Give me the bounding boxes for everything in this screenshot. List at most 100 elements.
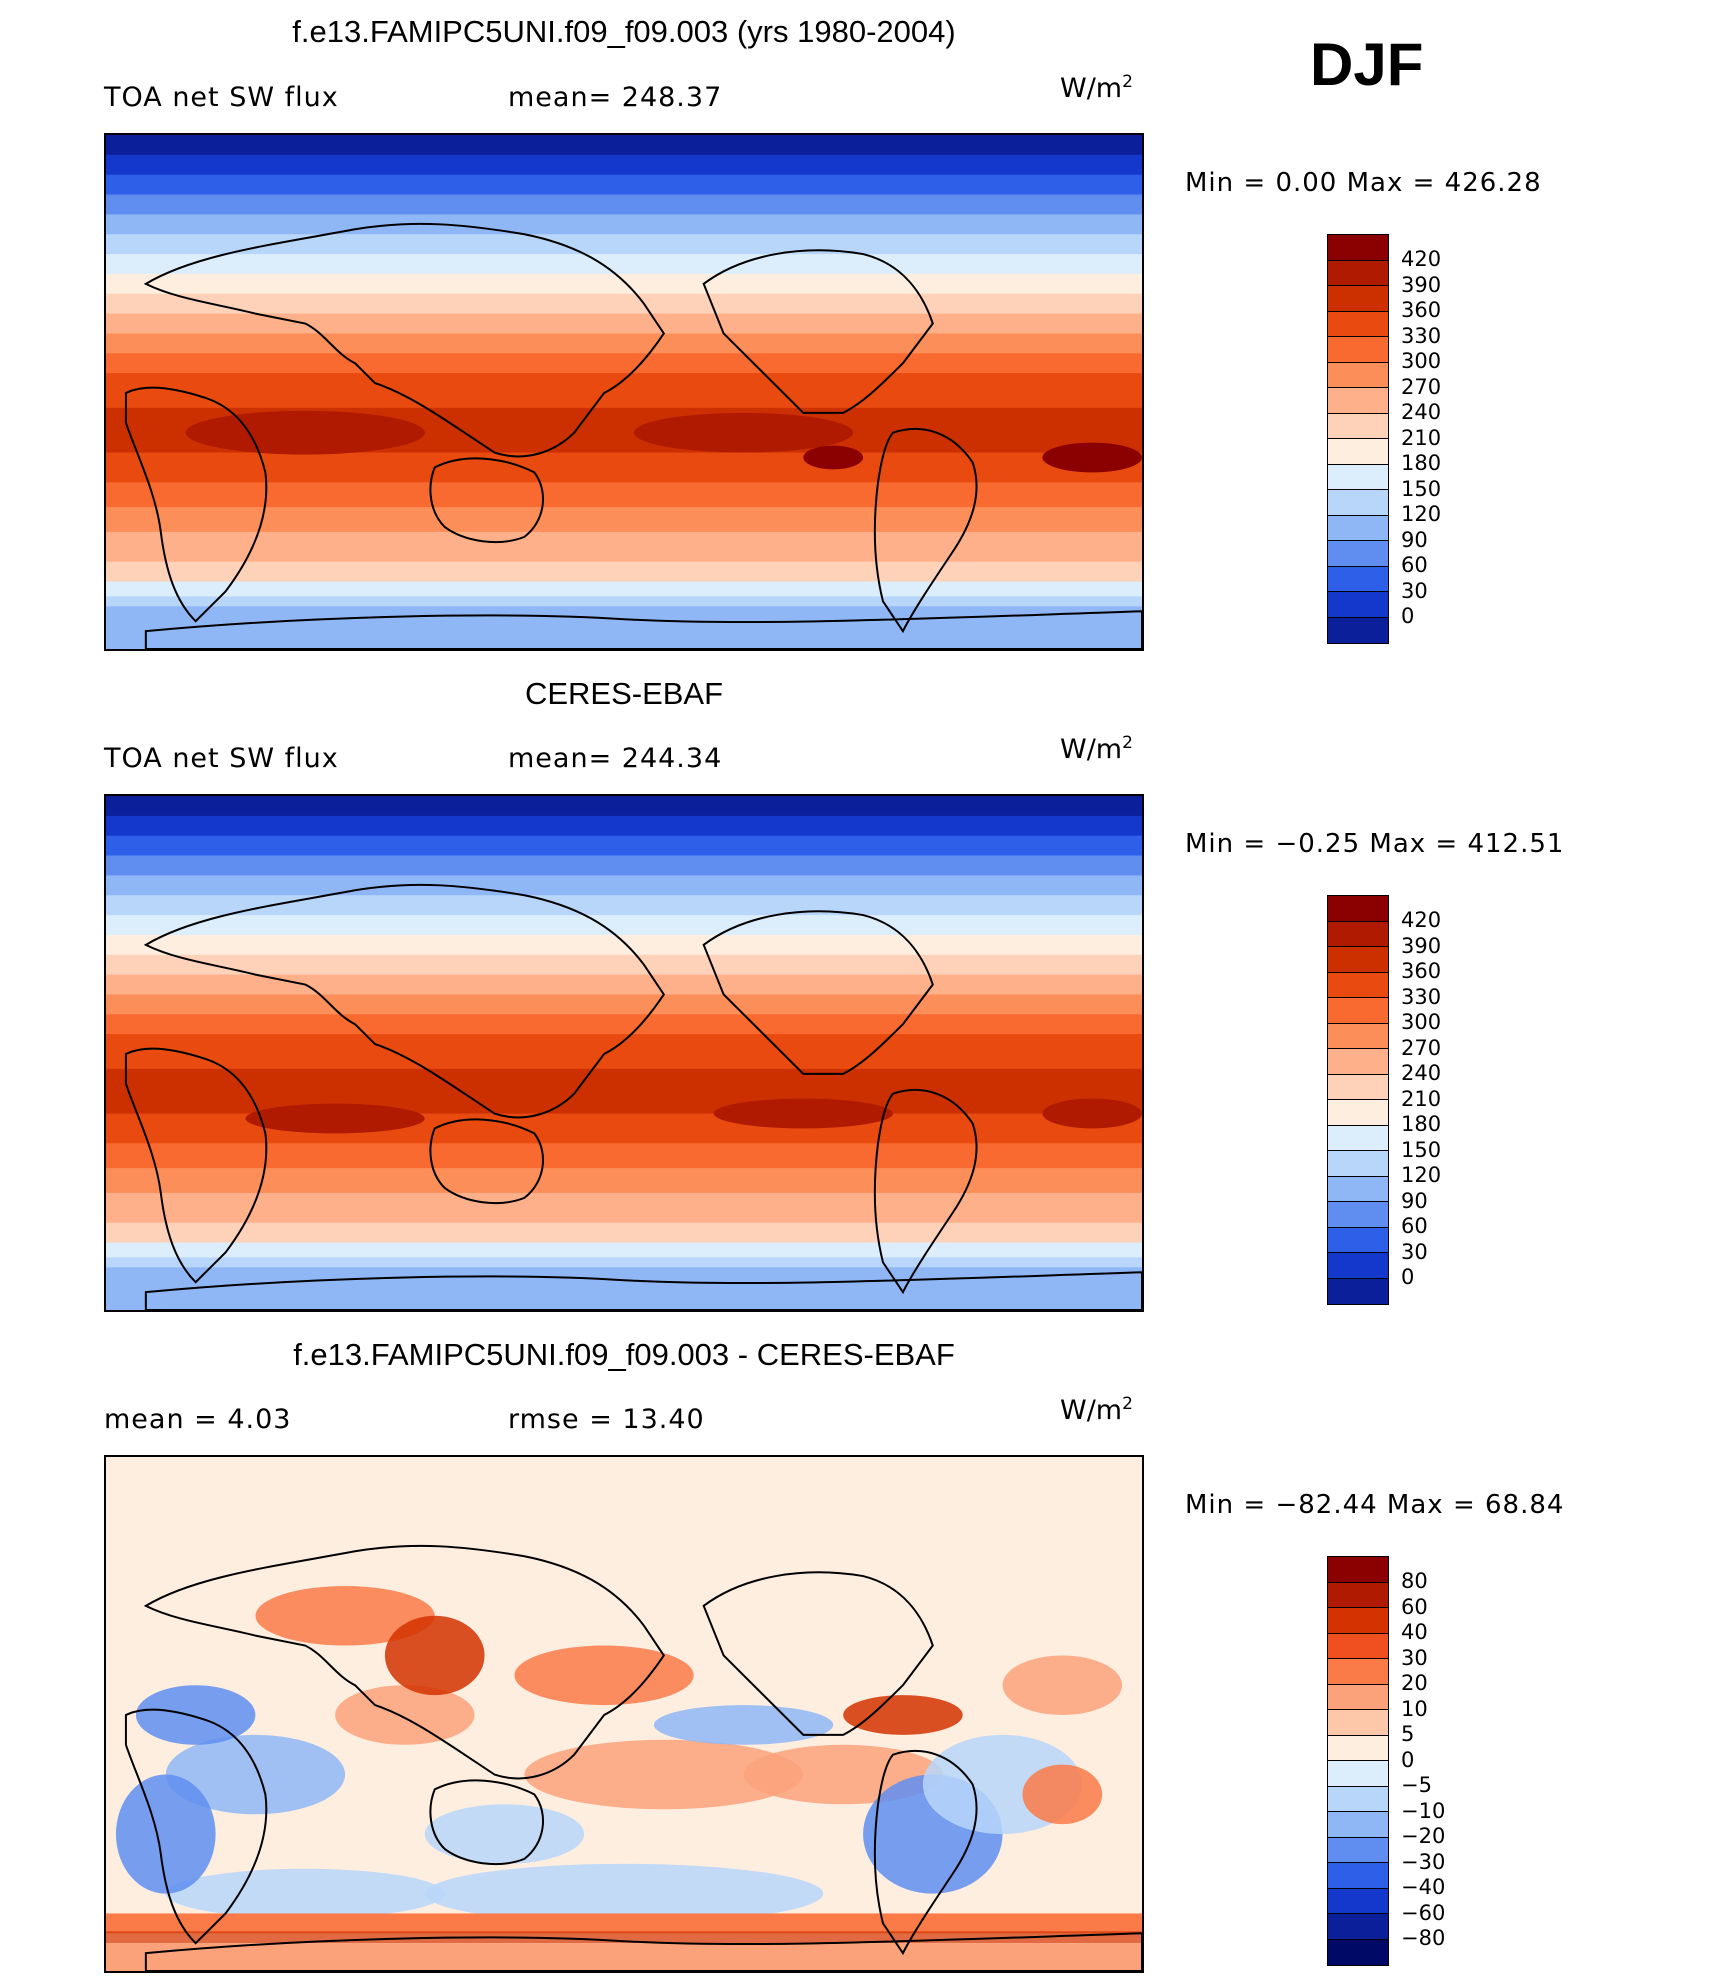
colorbar-swatch	[1328, 1125, 1388, 1151]
colorbar-label: −20	[1401, 1824, 1446, 1848]
panel-1-units: W/m2	[1060, 72, 1133, 104]
colorbar-label: 60	[1401, 1214, 1428, 1238]
colorbar-swatch	[1328, 1837, 1388, 1863]
panel-1-minmax: Min = 0.00 Max = 426.28	[1185, 168, 1542, 198]
colorbar-swatch	[1328, 1278, 1388, 1304]
colorbar-swatch	[1328, 541, 1388, 567]
colorbar-label: 30	[1401, 1239, 1428, 1264]
colorbar-swatch	[1328, 1684, 1388, 1710]
panel-2-mean: mean= 244.34	[508, 743, 723, 774]
panel-3-units: W/m2	[1060, 1394, 1133, 1426]
colorbar-swatch	[1328, 1939, 1388, 1965]
colorbar-swatch	[1328, 617, 1388, 643]
colorbar-swatch	[1328, 388, 1388, 414]
colorbar-label: 150	[1401, 476, 1442, 501]
colorbar-label: 40	[1401, 1620, 1428, 1644]
colorbar-label: 360	[1401, 959, 1442, 983]
colorbar-label: 270	[1401, 1035, 1442, 1060]
colorbar-label: 0	[1401, 1265, 1415, 1289]
colorbar-label: 0	[1401, 604, 1415, 628]
colorbar-swatch	[1328, 260, 1388, 286]
colorbar-swatch	[1328, 972, 1388, 998]
colorbar-swatch	[1328, 1582, 1388, 1608]
colorbar-swatch	[1328, 1151, 1388, 1177]
panel-2-variable-label: TOA net SW flux	[104, 743, 339, 774]
colorbar-label: 360	[1401, 298, 1442, 322]
colorbar-swatch	[1328, 1888, 1388, 1914]
colorbar-swatch	[1328, 947, 1388, 973]
colorbar-label: 60	[1401, 553, 1428, 577]
colorbar-label: 90	[1401, 1188, 1428, 1213]
colorbar-label: 300	[1401, 1010, 1442, 1034]
colorbar-swatch	[1328, 1914, 1388, 1940]
colorbar-swatch	[1328, 592, 1388, 618]
colorbar-swatch	[1328, 286, 1388, 312]
panel-3-rmse: rmse = 13.40	[508, 1404, 705, 1435]
colorbar-label: −40	[1401, 1875, 1446, 1899]
colorbar-label: 150	[1401, 1137, 1442, 1162]
panel-1-title: f.e13.FAMIPC5UNI.f09_f09.003 (yrs 1980-2…	[292, 14, 956, 49]
panel-1-mean: mean= 248.37	[508, 82, 723, 113]
colorbar-swatch	[1328, 439, 1388, 465]
colorbar-label: 120	[1401, 1163, 1442, 1187]
colorbar-swatch	[1328, 413, 1388, 439]
colorbar-label: 420	[1401, 247, 1442, 271]
colorbar-label: 30	[1401, 1645, 1428, 1670]
panel-2-minmax: Min = −0.25 Max = 412.51	[1185, 829, 1565, 859]
colorbar-swatch	[1328, 1176, 1388, 1202]
colorbar-label: 330	[1401, 323, 1442, 348]
season-label: DJF	[1310, 31, 1424, 98]
colorbar-swatches	[1327, 234, 1389, 644]
colorbar-label: 330	[1401, 984, 1442, 1009]
colorbar-swatch	[1328, 1253, 1388, 1279]
colorbar-swatch	[1328, 1202, 1388, 1228]
colorbar-label: −80	[1401, 1926, 1446, 1950]
colorbar-label: −30	[1401, 1849, 1446, 1874]
colorbar-label: −5	[1401, 1773, 1432, 1797]
colorbar-swatch	[1328, 311, 1388, 337]
colorbar-swatch	[1328, 1023, 1388, 1049]
colorbar-label: 0	[1401, 1747, 1415, 1772]
colorbar-swatches	[1327, 895, 1389, 1305]
colorbar-label: 5	[1401, 1722, 1415, 1746]
panel-3-title: f.e13.FAMIPC5UNI.f09_f09.003 - CERES-EBA…	[293, 1337, 955, 1372]
colorbar-label: 210	[1401, 425, 1442, 450]
colorbar-label: −60	[1401, 1900, 1446, 1925]
colorbar-swatch	[1328, 1812, 1388, 1838]
colorbar-swatch	[1328, 1608, 1388, 1634]
colorbar-swatch	[1328, 896, 1388, 922]
colorbar-swatch	[1328, 337, 1388, 363]
colorbar-label: 60	[1401, 1594, 1428, 1619]
colorbar-label: 20	[1401, 1671, 1428, 1695]
colorbar-label: 240	[1401, 400, 1442, 424]
colorbar-label: 420	[1401, 908, 1442, 932]
colorbar-swatch	[1328, 1049, 1388, 1075]
panel-3-mean: mean = 4.03	[104, 1404, 292, 1435]
colorbar-swatch	[1328, 1659, 1388, 1685]
panel-1-variable-label: TOA net SW flux	[104, 82, 339, 113]
colorbar-label: 210	[1401, 1086, 1442, 1111]
colorbar-swatch	[1328, 362, 1388, 388]
panel-3-minmax: Min = −82.44 Max = 68.84	[1185, 1490, 1565, 1520]
colorbar-swatch	[1328, 490, 1388, 516]
colorbar-label: 90	[1401, 527, 1428, 552]
colorbar-label: 180	[1401, 451, 1442, 475]
panel-2-title: CERES-EBAF	[524, 676, 724, 711]
panel-2-units: W/m2	[1060, 733, 1133, 765]
colorbar-swatch	[1328, 1100, 1388, 1126]
colorbar-label: 390	[1401, 933, 1442, 958]
colorbar-label: 30	[1401, 578, 1428, 603]
colorbar-label: 390	[1401, 272, 1442, 297]
colorbar-swatch	[1328, 566, 1388, 592]
panel-2-map	[104, 794, 1144, 1312]
panel-3-map	[104, 1455, 1144, 1973]
colorbar-swatch	[1328, 1074, 1388, 1100]
colorbar-swatch	[1328, 464, 1388, 490]
colorbar-swatch	[1328, 1735, 1388, 1761]
colorbar-swatch	[1328, 1227, 1388, 1253]
colorbar-swatch	[1328, 998, 1388, 1024]
colorbar-swatches	[1327, 1556, 1389, 1966]
contour-field	[106, 1457, 1142, 1971]
contour-field	[106, 135, 1142, 649]
colorbar-label: 300	[1401, 349, 1442, 373]
